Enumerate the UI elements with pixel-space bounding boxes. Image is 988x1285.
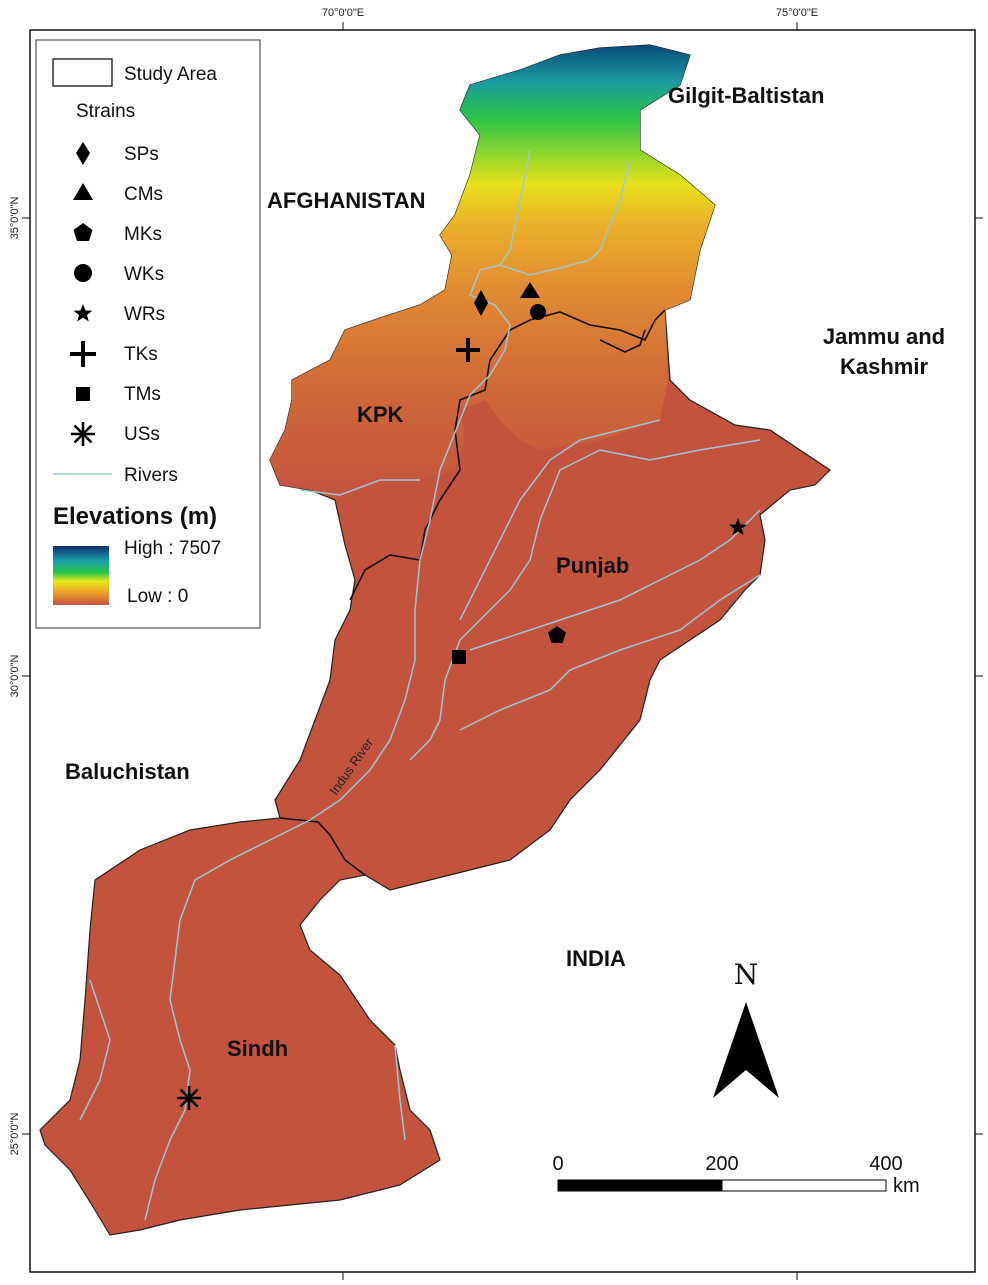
lon-label-75: 75°0'0"E xyxy=(776,7,818,19)
marker-cms-triangle xyxy=(520,282,540,298)
scale-tick-400: 400 xyxy=(869,1153,902,1175)
legend-strain-tks: TKs xyxy=(124,344,158,365)
label-india: INDIA xyxy=(566,946,626,971)
marker-tms-square xyxy=(452,650,466,664)
scale-unit: km xyxy=(893,1175,920,1197)
marker-wrs-star xyxy=(729,518,747,535)
legend-strain-sps: SPs xyxy=(124,144,159,165)
lon-label-70: 70°0'0"E xyxy=(322,7,364,19)
legend-elevation-high: High : 7507 xyxy=(124,538,221,559)
asterisk-icon xyxy=(71,422,95,446)
legend-box xyxy=(35,39,261,629)
legend-strain-uss: USs xyxy=(124,424,160,445)
rivers xyxy=(79,149,761,1221)
label-baluchistan: Baluchistan xyxy=(65,759,190,784)
legend-elevation-ramp xyxy=(53,546,109,605)
legend-strain-tms: TMs xyxy=(124,384,161,405)
north-arrow-icon xyxy=(713,1002,779,1098)
legend-rivers: Rivers xyxy=(124,465,178,486)
scale-bar: 0 200 400 km xyxy=(552,1153,919,1197)
legend-strain-cms: CMs xyxy=(124,184,163,205)
strain-markers xyxy=(177,282,747,1110)
marker-tks-plus xyxy=(456,338,480,362)
label-gilgit-baltistan: Gilgit-Baltistan xyxy=(668,83,824,108)
graticule-ticks xyxy=(22,22,983,1280)
marker-mks-pentagon xyxy=(548,626,566,643)
scale-tick-0: 0 xyxy=(552,1153,563,1175)
lat-label-35: 35°0'0"N xyxy=(9,197,21,240)
lat-label-25: 25°0'0"N xyxy=(9,1113,21,1156)
legend-strain-wks: WKs xyxy=(124,264,164,285)
label-kashmir: Kashmir xyxy=(840,354,928,379)
plus-icon xyxy=(70,341,96,367)
legend-strain-wrs: WRs xyxy=(124,304,165,325)
label-afghanistan: AFGHANISTAN xyxy=(267,188,425,213)
label-punjab: Punjab xyxy=(556,553,629,578)
terrain-highlands xyxy=(270,45,715,495)
legend: Study Area Strains SPs CMs MKs WKs WRs T… xyxy=(35,39,261,629)
legend-study-area: Study Area xyxy=(124,64,217,85)
marker-uss-asterisk xyxy=(177,1086,201,1110)
scale-tick-200: 200 xyxy=(705,1153,738,1175)
circle-icon xyxy=(74,264,92,282)
star-icon xyxy=(73,304,93,322)
marker-sps-diamond xyxy=(474,290,488,316)
legend-strain-mks: MKs xyxy=(124,224,162,245)
triangle-icon xyxy=(73,183,93,200)
label-kpk: KPK xyxy=(357,402,404,427)
legend-elevation-title: Elevations (m) xyxy=(53,503,217,530)
legend-study-area-swatch xyxy=(52,58,113,87)
label-jammu-and: Jammu and xyxy=(823,324,945,349)
north-label: N xyxy=(734,958,759,991)
marker-wks-circle xyxy=(530,304,546,320)
label-sindh: Sindh xyxy=(227,1036,288,1061)
lat-label-30: 30°0'0"N xyxy=(9,655,21,698)
legend-strains-title: Strains xyxy=(76,101,135,122)
square-icon xyxy=(76,387,90,401)
north-arrow: N xyxy=(713,958,779,1098)
legend-elevation-low: Low : 0 xyxy=(127,586,188,607)
diamond-icon xyxy=(76,142,90,165)
pentagon-icon xyxy=(73,223,93,241)
